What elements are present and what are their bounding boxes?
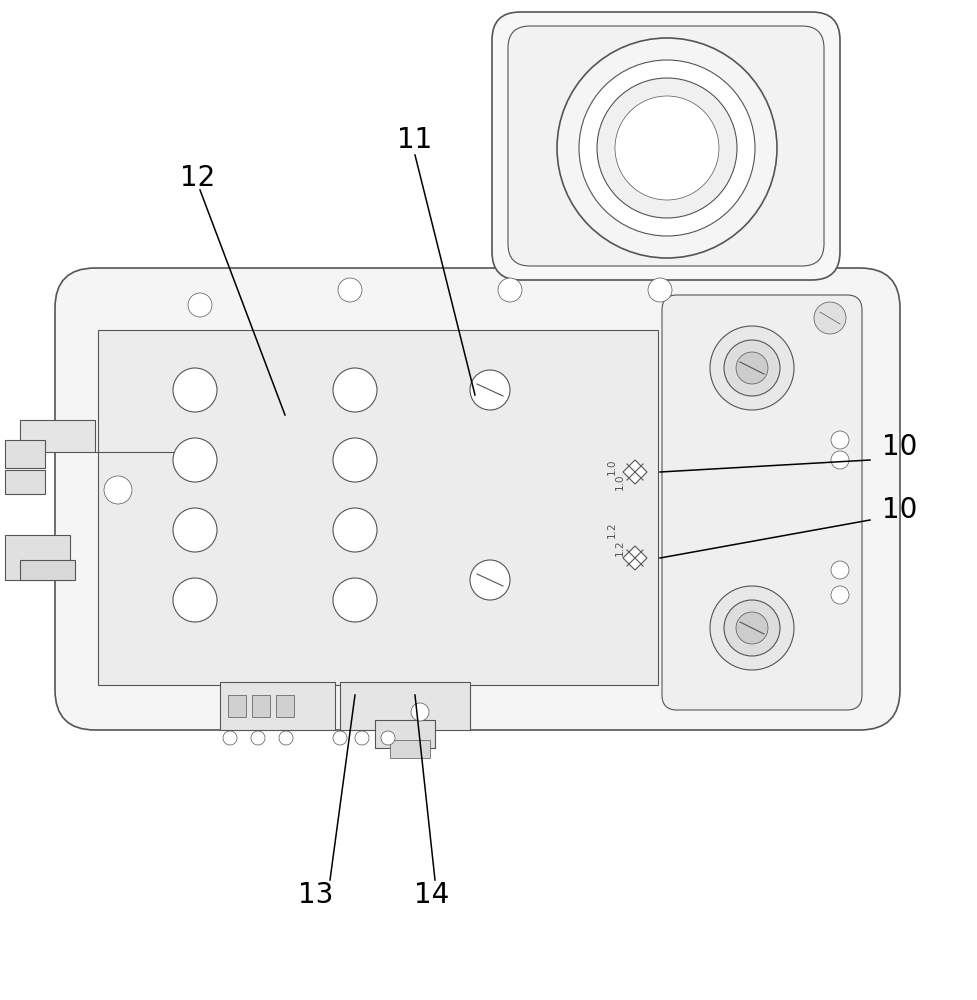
Circle shape [251, 731, 265, 745]
Circle shape [173, 508, 217, 552]
Circle shape [223, 731, 236, 745]
Circle shape [615, 96, 718, 200]
Bar [228, 695, 246, 717]
Circle shape [173, 438, 217, 482]
Circle shape [497, 278, 522, 302]
Circle shape [830, 451, 848, 469]
Circle shape [332, 731, 347, 745]
Circle shape [278, 731, 293, 745]
Bar [220, 682, 335, 730]
Circle shape [736, 612, 767, 644]
Circle shape [723, 340, 780, 396]
Bar [20, 560, 75, 580]
Polygon shape [622, 460, 647, 484]
Circle shape [648, 278, 671, 302]
Bar [340, 682, 470, 730]
Circle shape [470, 560, 509, 600]
Circle shape [709, 586, 793, 670]
Circle shape [332, 578, 376, 622]
Polygon shape [622, 546, 647, 570]
Bar [5, 440, 45, 468]
Text: 11: 11 [397, 126, 432, 154]
Circle shape [355, 731, 368, 745]
Circle shape [709, 326, 793, 410]
Text: 1.0: 1.0 [615, 474, 624, 490]
Circle shape [736, 352, 767, 384]
Circle shape [830, 586, 848, 604]
Bar [5, 535, 70, 580]
Text: 1.0: 1.0 [607, 459, 616, 475]
Text: 10: 10 [881, 433, 916, 461]
Bar [20, 420, 95, 452]
Text: 1.2: 1.2 [607, 522, 616, 538]
FancyBboxPatch shape [507, 26, 824, 266]
FancyBboxPatch shape [491, 12, 839, 280]
Circle shape [830, 431, 848, 449]
Circle shape [381, 731, 395, 745]
Circle shape [338, 278, 361, 302]
Circle shape [332, 508, 376, 552]
Bar [374, 720, 435, 748]
Bar [390, 740, 430, 758]
Bar [98, 330, 658, 685]
Circle shape [723, 600, 780, 656]
Circle shape [173, 578, 217, 622]
Circle shape [578, 60, 754, 236]
Circle shape [813, 302, 845, 334]
Circle shape [173, 368, 217, 412]
Circle shape [557, 38, 776, 258]
Text: 12: 12 [180, 164, 215, 192]
Circle shape [104, 476, 132, 504]
Circle shape [596, 78, 737, 218]
Circle shape [188, 293, 212, 317]
Text: 14: 14 [414, 881, 449, 909]
Text: 1.2: 1.2 [615, 540, 624, 556]
Bar [5, 470, 45, 494]
Bar [276, 695, 294, 717]
Circle shape [470, 370, 509, 410]
Circle shape [332, 368, 376, 412]
FancyBboxPatch shape [661, 295, 861, 710]
Circle shape [830, 561, 848, 579]
Circle shape [332, 438, 376, 482]
Circle shape [410, 703, 429, 721]
Text: 10: 10 [881, 496, 916, 524]
Text: 13: 13 [298, 881, 333, 909]
Bar [252, 695, 270, 717]
FancyBboxPatch shape [55, 268, 899, 730]
